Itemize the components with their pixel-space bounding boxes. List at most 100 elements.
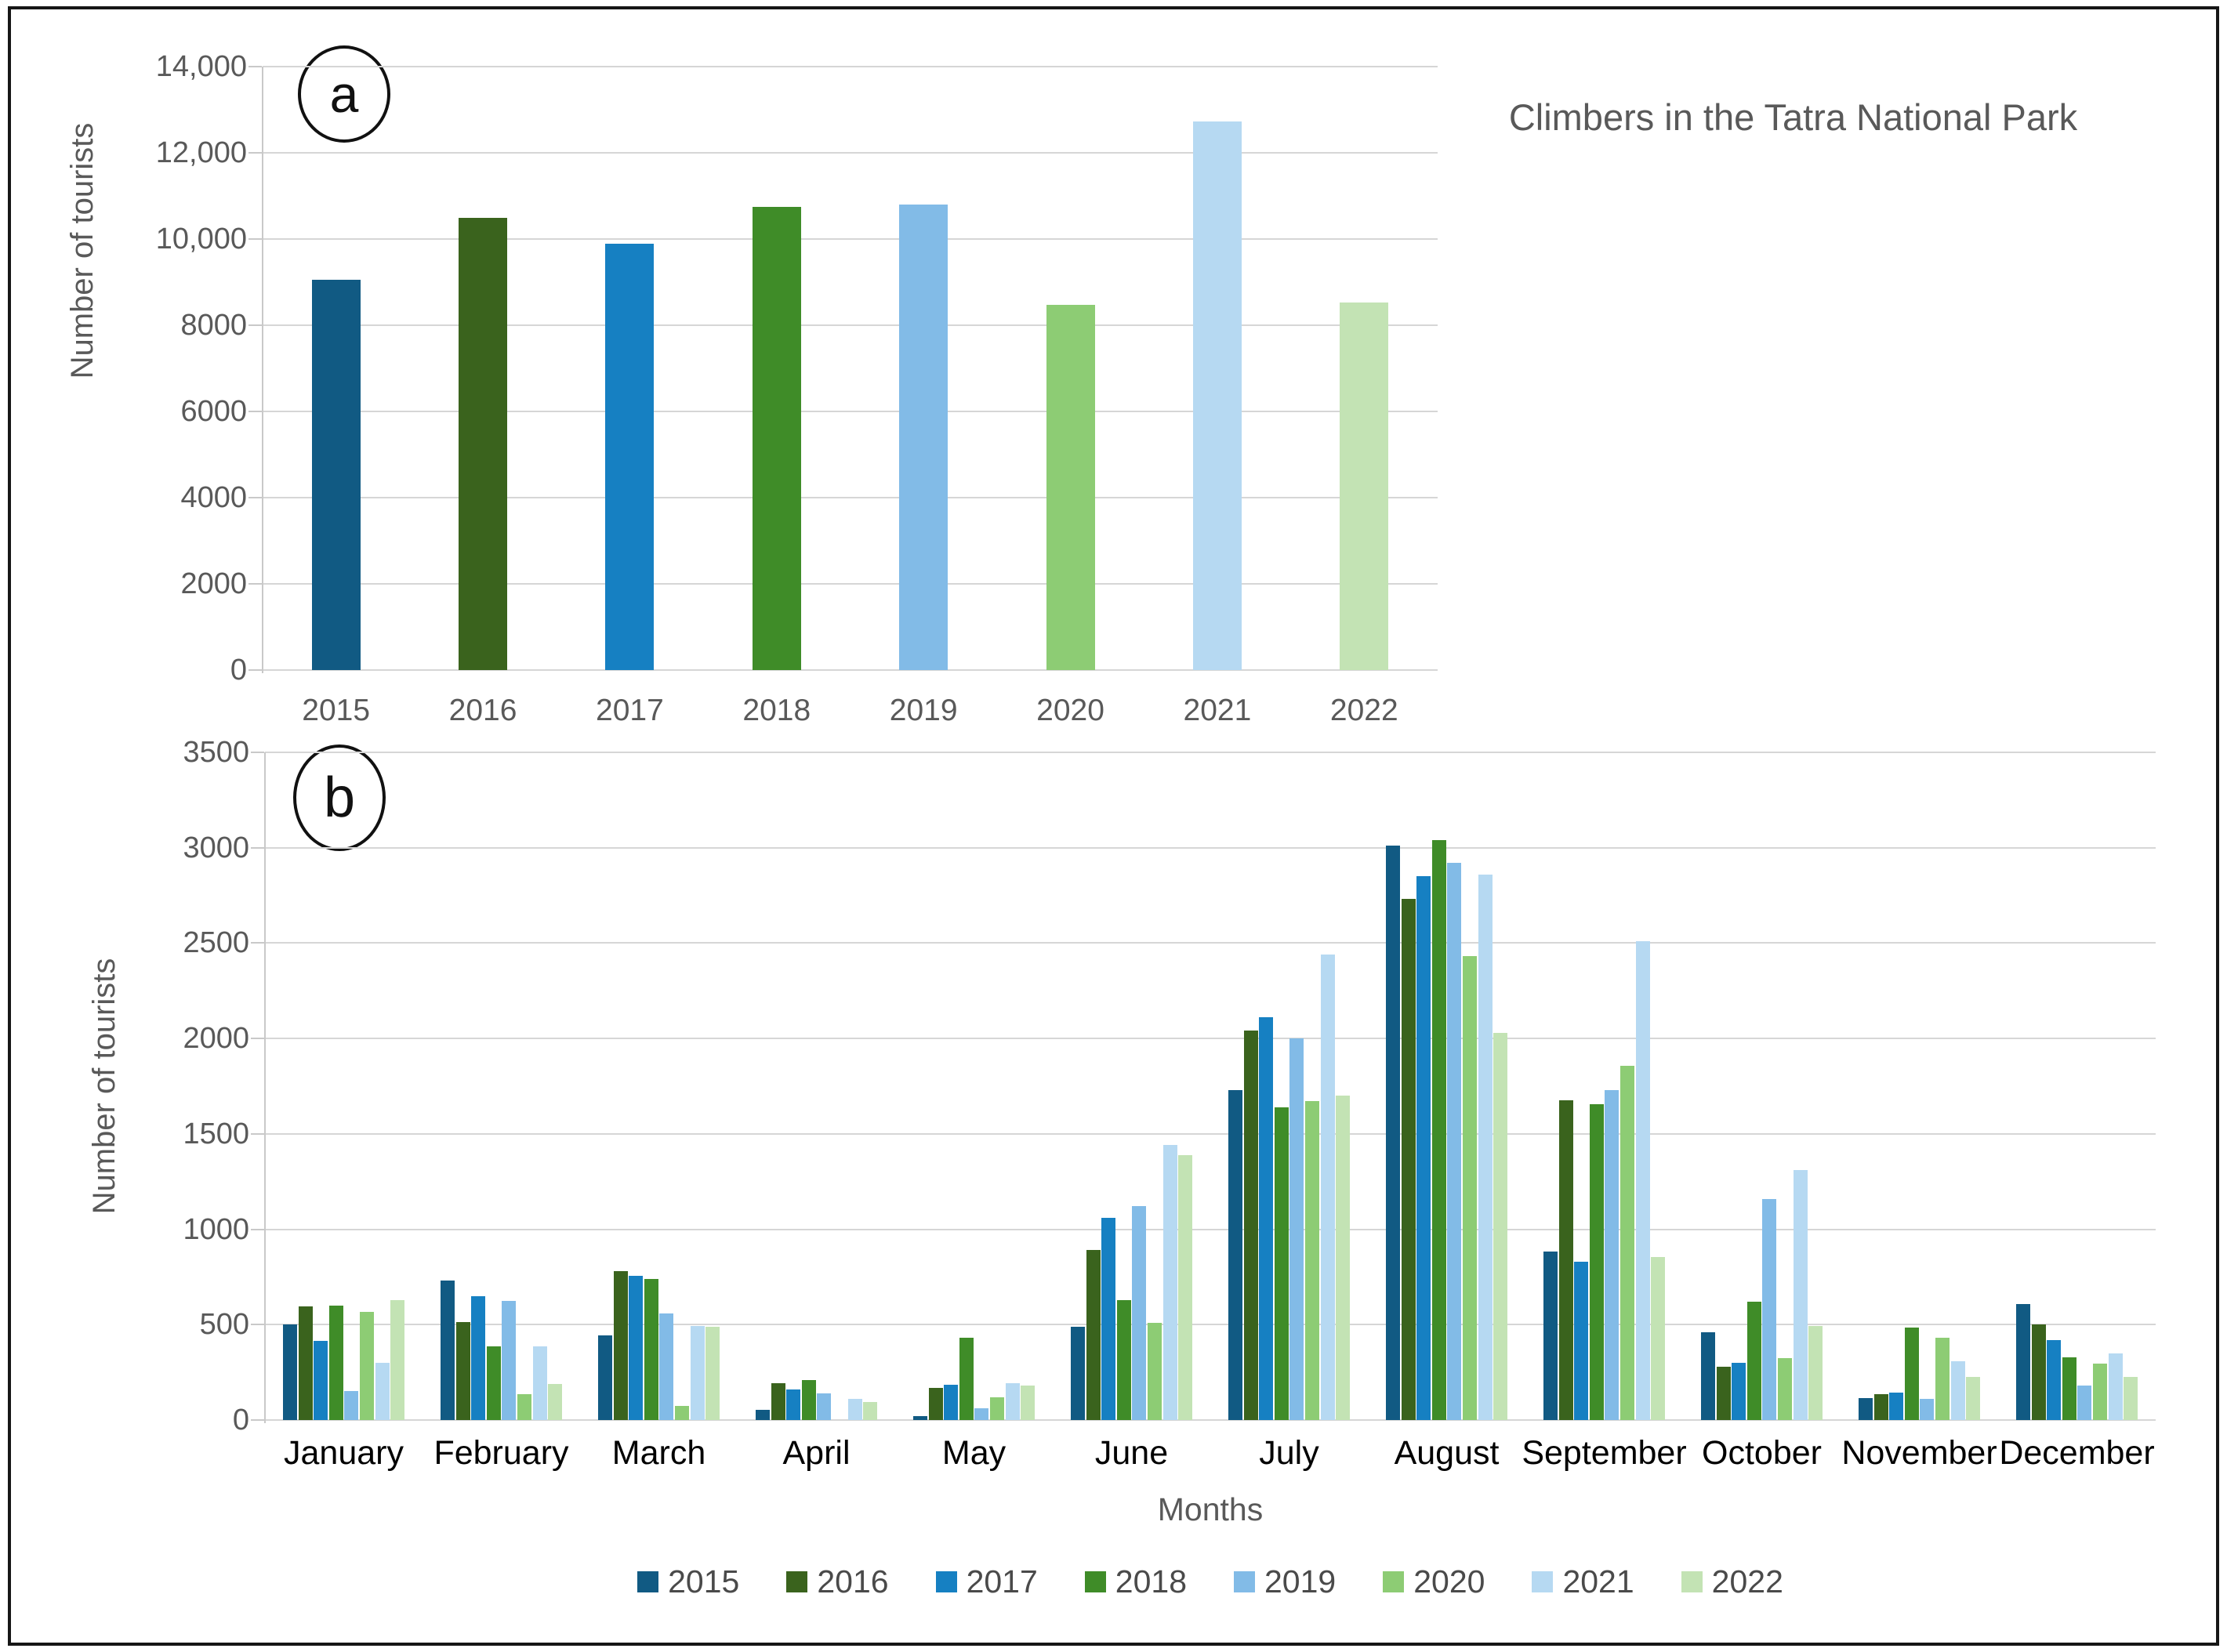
bar-2016-April: [771, 1382, 785, 1420]
x-axis-label-2017: 2017: [596, 694, 664, 727]
legend-swatch-2020: [1383, 1570, 1405, 1592]
x-axis-label-2022: 2022: [1329, 694, 1398, 727]
bar-2022-August: [1493, 1032, 1508, 1420]
y-axis-tick: [251, 1228, 264, 1230]
bar-2017-November: [1889, 1392, 1904, 1420]
bar-2022-October: [1808, 1325, 1823, 1420]
gridline: [263, 497, 1438, 498]
bar-2015-September: [1543, 1251, 1558, 1420]
bar-2015-March: [597, 1335, 612, 1420]
legend-label-2016: 2016: [817, 1563, 889, 1599]
panel-a-label-circle: a: [298, 45, 390, 143]
y-axis-tick-label: 14,000: [155, 50, 247, 83]
bar-2018-May: [959, 1338, 974, 1420]
panel-b-label-circle: b: [293, 744, 386, 851]
y-axis-tick: [248, 66, 262, 67]
bar-2019-October: [1762, 1198, 1777, 1420]
bar-2020-October: [1777, 1357, 1792, 1420]
bar-2020-July: [1304, 1101, 1319, 1420]
bar-2018-January: [328, 1305, 343, 1420]
bar-2016-June: [1086, 1250, 1101, 1420]
bar-2018-February: [486, 1346, 501, 1420]
bar-2018-July: [1274, 1107, 1289, 1420]
bar-2022-May: [1021, 1386, 1036, 1420]
bar-2019-April: [817, 1393, 832, 1420]
bar-2022-September: [1651, 1256, 1666, 1420]
y-axis-tick-label: 3000: [183, 831, 249, 864]
gridline: [265, 1324, 2156, 1326]
bar-2017: [605, 243, 655, 670]
bar-2017-January: [314, 1340, 328, 1420]
gridline: [265, 1132, 2156, 1135]
bar-2017-March: [629, 1276, 644, 1420]
bar-2022-June: [1178, 1154, 1193, 1420]
bar-2017-October: [1732, 1362, 1746, 1420]
bar-2021-June: [1162, 1145, 1177, 1420]
x-axis-label-May: May: [941, 1434, 1007, 1472]
bar-2015-January: [282, 1324, 297, 1420]
bar-2021-April: [847, 1399, 862, 1420]
bar-2020-January: [359, 1312, 374, 1420]
y-axis-tick: [251, 1132, 264, 1135]
gridline: [263, 411, 1438, 412]
x-axis-label-November: November: [1841, 1434, 1997, 1472]
y-axis-tick-label: 0: [232, 1404, 249, 1436]
bar-2015-February: [440, 1281, 455, 1420]
bar-2022-July: [1336, 1096, 1351, 1420]
x-axis-label-2016: 2016: [448, 694, 517, 727]
y-axis-tick-label: 12,000: [155, 136, 247, 169]
y-axis-tick: [251, 846, 264, 849]
bar-2020-March: [674, 1405, 689, 1420]
bar-2015-June: [1070, 1326, 1085, 1420]
bar-2022-April: [863, 1401, 878, 1420]
bar-2018-March: [644, 1278, 658, 1420]
bar-2018-April: [801, 1379, 816, 1420]
bar-2016-May: [928, 1387, 943, 1420]
y-axis-tick-label: 0: [230, 654, 247, 687]
bar-2019-January: [344, 1391, 359, 1420]
x-axis-label-August: August: [1394, 1434, 1500, 1472]
y-axis-tick: [251, 1419, 264, 1421]
legend-label-2015: 2015: [668, 1563, 740, 1599]
legend-item-2017: 2017: [935, 1563, 1038, 1600]
legend-swatch-2017: [935, 1570, 957, 1592]
y-axis-tick-label: 3500: [183, 736, 249, 769]
x-axis-label-2018: 2018: [742, 694, 811, 727]
x-axis-label-2020: 2020: [1036, 694, 1104, 727]
bar-2019-June: [1132, 1206, 1147, 1420]
y-axis-tick-label: 6000: [180, 395, 247, 428]
y-axis-tick-label: 1500: [183, 1117, 249, 1150]
bar-2017-May: [944, 1384, 959, 1420]
bar-2021-February: [532, 1346, 547, 1420]
legend-label-2022: 2022: [1711, 1563, 1783, 1599]
y-axis-tick: [248, 669, 262, 671]
bar-2019-May: [974, 1408, 989, 1420]
bar-2020-December: [2092, 1364, 2107, 1420]
y-axis-tick-label: 4000: [180, 481, 247, 514]
legend-item-2016: 2016: [786, 1563, 889, 1600]
bar-2021-October: [1793, 1170, 1808, 1420]
legend-label-2020: 2020: [1413, 1563, 1485, 1599]
panel-a-label: a: [329, 65, 359, 123]
legend-label-2021: 2021: [1562, 1563, 1634, 1599]
bar-2020-August: [1462, 956, 1477, 1420]
bar-2017-July: [1259, 1017, 1274, 1420]
x-axis-label-September: September: [1522, 1434, 1687, 1472]
y-axis-tick: [251, 1324, 264, 1326]
gridline: [265, 1038, 2156, 1040]
panel-b-y-axis-title: Number of tourists: [87, 958, 122, 1215]
bar-2017-August: [1416, 876, 1431, 1420]
bar-2015-October: [1700, 1332, 1715, 1420]
y-axis-tick-label: 2500: [183, 926, 249, 960]
bar-2016-September: [1558, 1100, 1573, 1420]
y-axis-tick-label: 1000: [183, 1212, 249, 1246]
bar-2015: [311, 280, 361, 670]
x-axis-label-2015: 2015: [302, 694, 371, 727]
gridline: [265, 942, 2156, 944]
gridline: [265, 846, 2156, 849]
bar-2021-December: [2108, 1353, 2123, 1420]
bar-2022-November: [1966, 1377, 1981, 1420]
bar-2016-March: [613, 1271, 628, 1420]
y-axis-tick-label: 8000: [180, 309, 247, 342]
y-axis-tick: [248, 583, 262, 585]
